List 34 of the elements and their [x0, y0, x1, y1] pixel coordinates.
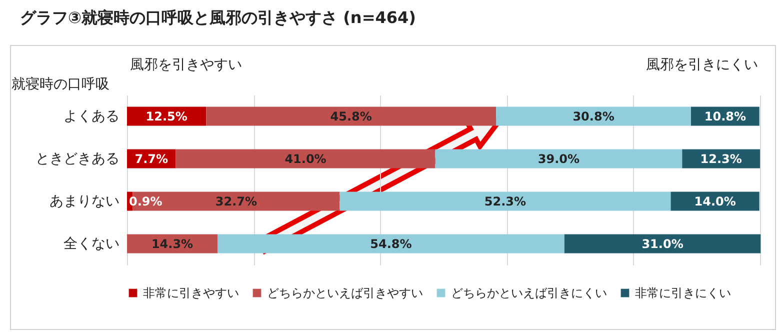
bar [340, 192, 671, 211]
bar [206, 106, 496, 126]
y-tick-label: よくある [64, 108, 120, 124]
bar [176, 149, 436, 168]
bar [496, 106, 692, 126]
legend-label: 非常に引きやすい [143, 286, 239, 300]
data-label: 14.3% [151, 236, 194, 251]
bar [564, 234, 761, 254]
bar [435, 149, 682, 168]
data-label: 39.0% [538, 152, 580, 166]
data-label: 14.0% [694, 194, 736, 208]
data-label: 30.8% [572, 109, 614, 124]
data-label: 31.0% [642, 236, 684, 251]
legend-label: どちらかといえば引きやすい [267, 286, 423, 300]
data-label: 7.7% [134, 152, 168, 166]
y-axis-title: 就寝時の口呼吸 [12, 76, 110, 92]
data-label: 12.3% [700, 152, 742, 166]
data-label: 54.8% [370, 236, 412, 251]
data-label: 10.8% [704, 109, 746, 124]
bar [218, 234, 564, 254]
chart-title: グラフ③就寝時の口呼吸と風邪の引きやすさ (n=464) [20, 8, 416, 29]
y-tick-label: 全くない [64, 236, 120, 252]
data-label: 52.3% [484, 194, 526, 208]
data-label: 32.7% [215, 194, 258, 208]
y-tick-label: ときどきある [36, 150, 120, 167]
data-label: 0.9% [129, 194, 162, 208]
data-label: 12.5% [146, 109, 188, 124]
data-label: 41.0% [284, 152, 326, 166]
text: 風邪を引きやすい [130, 56, 242, 74]
legend-label: 非常に引きにくい [635, 286, 731, 300]
data-label: 45.8% [330, 109, 372, 124]
y-tick-label: あまりない [50, 193, 120, 210]
legend-label: どちらかといえば引きにくい [451, 286, 607, 300]
text: 風邪を引きにくい [646, 56, 758, 74]
